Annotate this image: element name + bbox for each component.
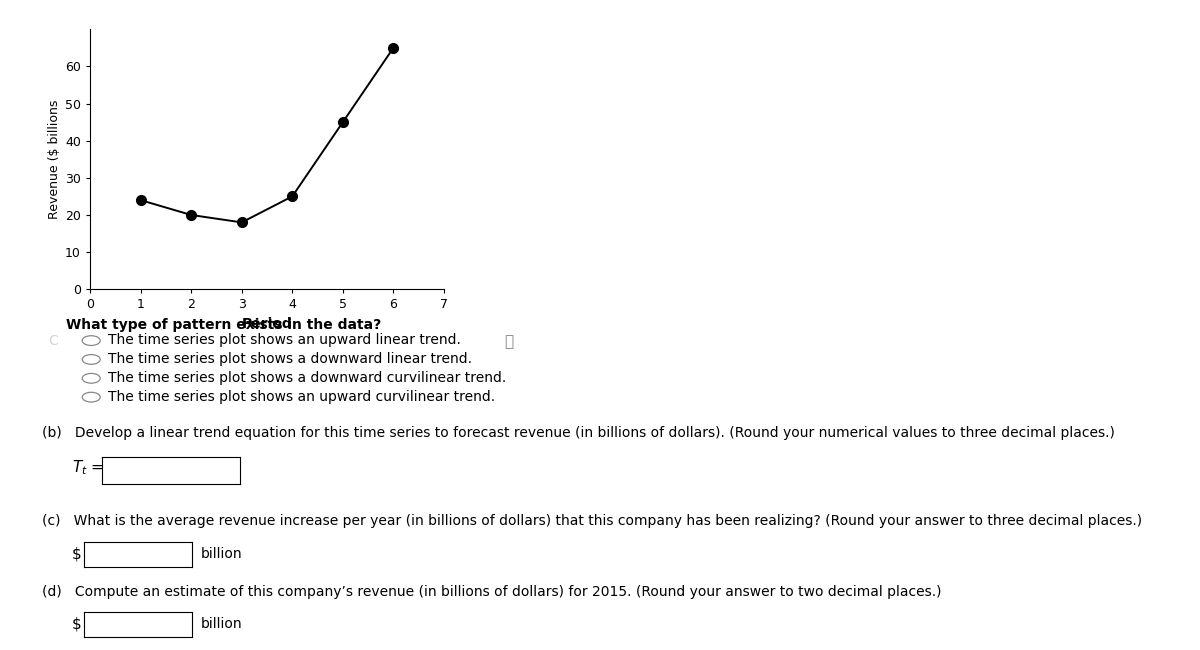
Text: C: C <box>48 334 58 348</box>
Text: ⓘ: ⓘ <box>504 333 514 349</box>
Text: The time series plot shows a downward curvilinear trend.: The time series plot shows a downward cu… <box>108 370 506 385</box>
Text: The time series plot shows an upward linear trend.: The time series plot shows an upward lin… <box>108 333 461 347</box>
Text: $: $ <box>72 616 82 632</box>
Text: billion: billion <box>200 617 242 631</box>
Text: (b)   Develop a linear trend equation for this time series to forecast revenue (: (b) Develop a linear trend equation for … <box>42 426 1115 440</box>
Y-axis label: Revenue ($ billions: Revenue ($ billions <box>48 99 61 219</box>
Text: billion: billion <box>200 547 242 561</box>
Text: (d)   Compute an estimate of this company’s revenue (in billions of dollars) for: (d) Compute an estimate of this company’… <box>42 585 942 599</box>
X-axis label: Period: Period <box>241 317 293 331</box>
Text: (c)   What is the average revenue increase per year (in billions of dollars) tha: (c) What is the average revenue increase… <box>42 514 1142 528</box>
Text: $: $ <box>72 546 82 562</box>
Text: What type of pattern exists in the data?: What type of pattern exists in the data? <box>66 318 382 333</box>
Text: $T_t$ =: $T_t$ = <box>72 459 104 477</box>
Text: The time series plot shows a downward linear trend.: The time series plot shows a downward li… <box>108 352 472 366</box>
Text: The time series plot shows an upward curvilinear trend.: The time series plot shows an upward cur… <box>108 389 496 404</box>
